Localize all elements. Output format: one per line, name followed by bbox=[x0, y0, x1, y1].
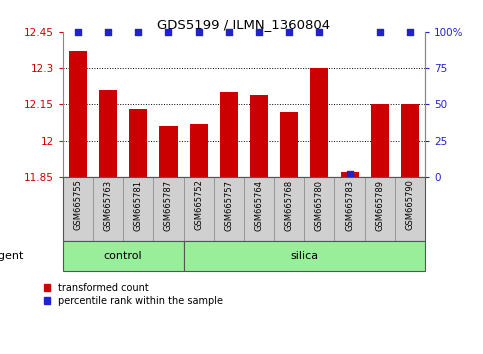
Point bbox=[255, 29, 263, 35]
Text: GSM665787: GSM665787 bbox=[164, 179, 173, 231]
Text: GSM665752: GSM665752 bbox=[194, 179, 203, 230]
Text: GSM665755: GSM665755 bbox=[73, 179, 83, 230]
Bar bbox=[189, 124, 208, 177]
Point bbox=[346, 171, 354, 177]
Bar bbox=[280, 112, 298, 177]
Bar bbox=[401, 104, 419, 177]
Bar bbox=[311, 68, 328, 177]
Text: GSM665790: GSM665790 bbox=[405, 179, 414, 230]
Text: silica: silica bbox=[290, 251, 318, 261]
Bar bbox=[99, 90, 117, 177]
Bar bbox=[213, 177, 244, 241]
Title: GDS5199 / ILMN_1360804: GDS5199 / ILMN_1360804 bbox=[157, 18, 330, 31]
Point bbox=[225, 29, 233, 35]
Bar bbox=[159, 126, 178, 177]
Point bbox=[165, 29, 172, 35]
Text: GSM665763: GSM665763 bbox=[103, 179, 113, 231]
Point bbox=[285, 29, 293, 35]
Bar bbox=[220, 92, 238, 177]
Point bbox=[376, 29, 384, 35]
Bar bbox=[341, 172, 358, 177]
Bar bbox=[69, 51, 87, 177]
Bar bbox=[371, 104, 389, 177]
Bar bbox=[365, 177, 395, 241]
Point bbox=[104, 29, 112, 35]
Point bbox=[195, 29, 202, 35]
Text: GSM665768: GSM665768 bbox=[284, 179, 294, 231]
Bar bbox=[274, 177, 304, 241]
Bar bbox=[304, 177, 334, 241]
Bar bbox=[334, 177, 365, 241]
Bar bbox=[129, 109, 147, 177]
Bar bbox=[63, 177, 93, 241]
Text: GSM665764: GSM665764 bbox=[255, 179, 264, 230]
Text: GSM665789: GSM665789 bbox=[375, 179, 384, 230]
Bar bbox=[244, 177, 274, 241]
Text: GSM665783: GSM665783 bbox=[345, 179, 354, 231]
Text: GSM665781: GSM665781 bbox=[134, 179, 143, 230]
Point bbox=[74, 29, 82, 35]
Bar bbox=[123, 177, 154, 241]
Bar bbox=[154, 177, 184, 241]
Legend: transformed count, percentile rank within the sample: transformed count, percentile rank withi… bbox=[43, 283, 223, 306]
Text: GSM665780: GSM665780 bbox=[315, 179, 324, 230]
Point bbox=[406, 29, 414, 35]
Bar bbox=[93, 177, 123, 241]
Bar bbox=[184, 177, 213, 241]
Text: control: control bbox=[104, 251, 142, 261]
Text: agent: agent bbox=[0, 251, 24, 261]
Point bbox=[134, 29, 142, 35]
Bar bbox=[395, 177, 425, 241]
Bar bbox=[250, 95, 268, 177]
Bar bbox=[63, 241, 184, 271]
Bar bbox=[184, 241, 425, 271]
Text: GSM665757: GSM665757 bbox=[224, 179, 233, 230]
Point bbox=[315, 29, 323, 35]
